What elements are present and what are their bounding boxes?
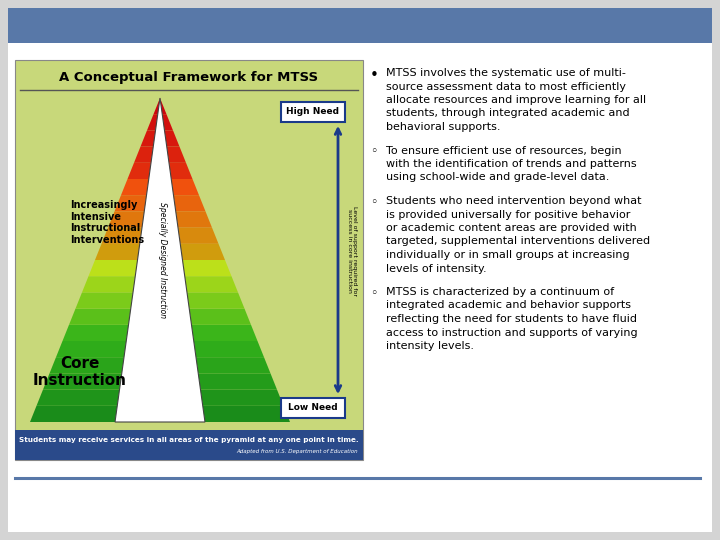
Text: is provided universally for positive behavior: is provided universally for positive beh… <box>386 210 631 219</box>
Text: students, through integrated academic and: students, through integrated academic an… <box>386 109 629 118</box>
Text: MTSS is characterized by a continuum of: MTSS is characterized by a continuum of <box>386 287 614 297</box>
Text: A Conceptual Framework for MTSS: A Conceptual Framework for MTSS <box>60 71 318 84</box>
Text: Core
Instruction: Core Instruction <box>33 356 127 388</box>
Text: integrated academic and behavior supports: integrated academic and behavior support… <box>386 300 631 310</box>
Polygon shape <box>63 325 258 341</box>
Text: •: • <box>370 68 379 83</box>
Polygon shape <box>95 244 225 260</box>
Polygon shape <box>115 98 205 422</box>
Polygon shape <box>30 406 290 422</box>
Text: source assessment data to most efficiently: source assessment data to most efficient… <box>386 82 626 91</box>
Polygon shape <box>76 292 245 308</box>
Polygon shape <box>37 389 284 406</box>
Bar <box>8 8 712 43</box>
Text: ◦: ◦ <box>370 287 377 300</box>
Text: access to instruction and supports of varying: access to instruction and supports of va… <box>386 327 638 338</box>
Text: MTSS involves the systematic use of multi-: MTSS involves the systematic use of mult… <box>386 68 626 78</box>
Text: ◦: ◦ <box>370 145 377 159</box>
Text: High Need: High Need <box>287 107 340 117</box>
Polygon shape <box>127 163 192 179</box>
Polygon shape <box>140 130 179 146</box>
Polygon shape <box>121 179 199 195</box>
Polygon shape <box>147 114 173 130</box>
Text: behavioral supports.: behavioral supports. <box>386 122 500 132</box>
Text: reflecting the need for students to have fluid: reflecting the need for students to have… <box>386 314 637 324</box>
Polygon shape <box>56 341 264 357</box>
Polygon shape <box>153 98 166 114</box>
Polygon shape <box>89 260 232 276</box>
FancyBboxPatch shape <box>281 102 345 122</box>
Text: allocate resources and improve learning for all: allocate resources and improve learning … <box>386 95 646 105</box>
Text: Adapted from U.S. Department of Education: Adapted from U.S. Department of Educatio… <box>236 449 358 455</box>
Text: intensity levels.: intensity levels. <box>386 341 474 351</box>
Text: levels of intensity.: levels of intensity. <box>386 264 487 273</box>
Text: targeted, supplemental interventions delivered: targeted, supplemental interventions del… <box>386 237 650 246</box>
Bar <box>15 430 363 460</box>
Text: individually or in small groups at increasing: individually or in small groups at incre… <box>386 250 629 260</box>
Text: using school-wide and grade-level data.: using school-wide and grade-level data. <box>386 172 609 183</box>
Text: To ensure efficient use of resources, begin: To ensure efficient use of resources, be… <box>386 145 621 156</box>
Text: ◦: ◦ <box>370 196 377 209</box>
Text: Level of support required for
success in core instruction: Level of support required for success in… <box>346 206 357 296</box>
Polygon shape <box>134 146 186 163</box>
Bar <box>15 60 363 460</box>
Polygon shape <box>114 195 205 211</box>
Text: Students may receive services in all areas of the pyramid at any one point in ti: Students may receive services in all are… <box>19 437 359 443</box>
Polygon shape <box>50 357 271 373</box>
Polygon shape <box>69 308 251 325</box>
Polygon shape <box>82 276 238 292</box>
Polygon shape <box>102 227 218 244</box>
Text: Increasingly
Intensive
Instructional
Interventions: Increasingly Intensive Instructional Int… <box>70 200 144 245</box>
Text: or academic content areas are provided with: or academic content areas are provided w… <box>386 223 636 233</box>
FancyBboxPatch shape <box>281 398 345 418</box>
Text: Specially Designed Instruction: Specially Designed Instruction <box>158 202 168 318</box>
Text: Students who need intervention beyond what: Students who need intervention beyond wh… <box>386 196 642 206</box>
Text: with the identification of trends and patterns: with the identification of trends and pa… <box>386 159 636 169</box>
Polygon shape <box>43 373 277 389</box>
Text: Low Need: Low Need <box>288 403 338 413</box>
Polygon shape <box>108 211 212 227</box>
